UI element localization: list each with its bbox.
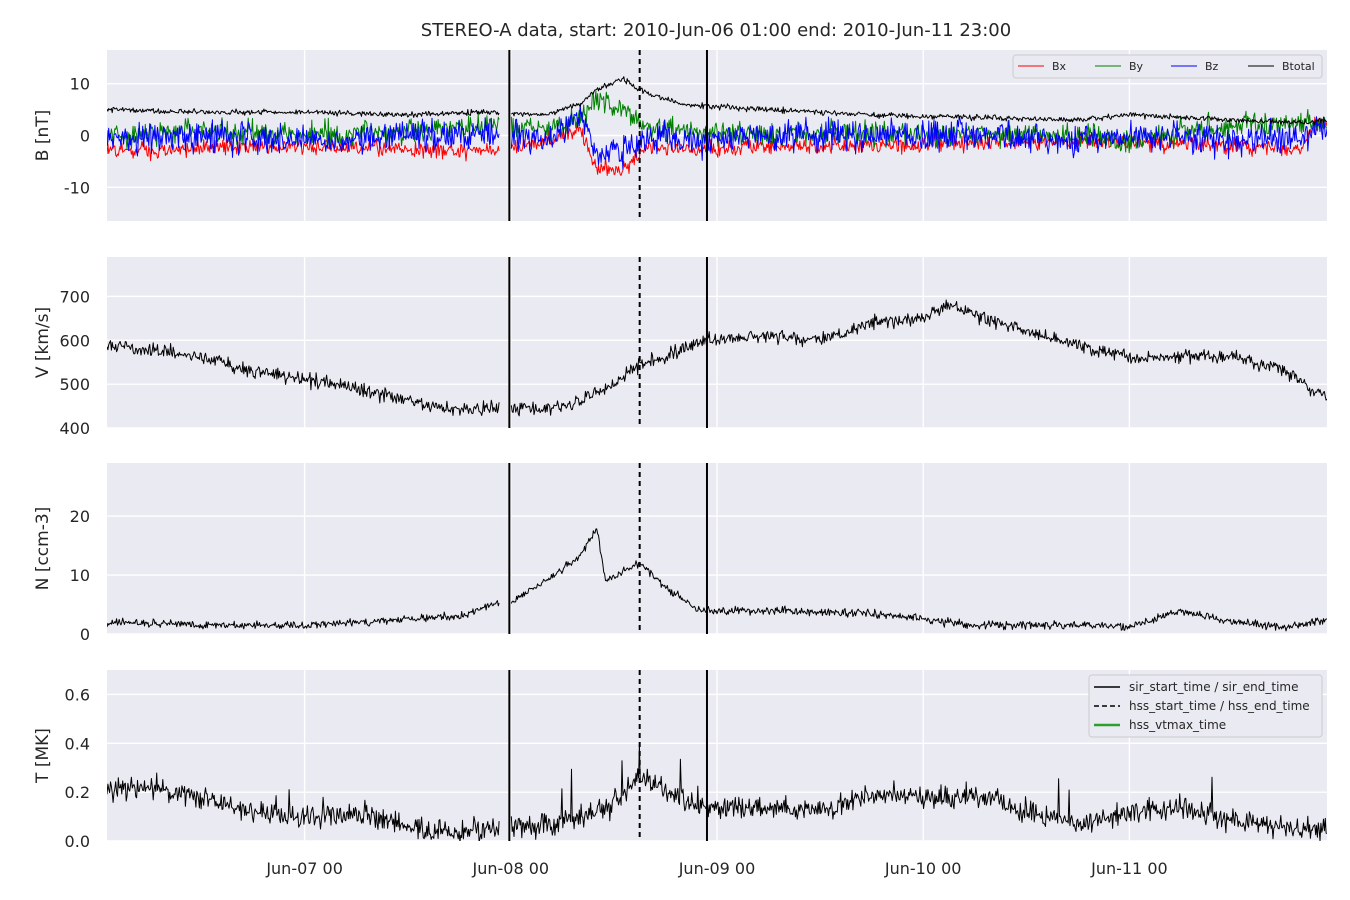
legend-t-label-1: hss_start_time / hss_end_time [1129, 699, 1310, 713]
panel-B-series-Btotal [107, 76, 1327, 125]
panel-V-ytick-label-2: 500 [59, 375, 90, 394]
panel-T-ytick-label-1: 0.4 [65, 734, 90, 753]
x-tick-label-4: Jun-11 00 [1090, 859, 1168, 878]
legend-t-events: sir_start_time / sir_end_time hss_start_t… [1088, 674, 1323, 738]
panel-V-ylabel: V [km/s] [33, 307, 53, 378]
panel-V-ytick-label-3: 400 [59, 419, 90, 438]
panel-N-series-group [107, 528, 1327, 632]
panel-N-ytick-label-1: 10 [70, 566, 90, 585]
panel-N-ytick-label-2: 0 [80, 625, 90, 644]
legend-b-components: Bx By Bz Btotal [1012, 54, 1323, 79]
panel-B-series-Bz [107, 103, 1327, 170]
panel-T-series-T [107, 743, 1327, 841]
legend-b-frame [1012, 54, 1323, 79]
x-axis-ticks: Jun-07 00 Jun-08 00 Jun-09 00 Jun-10 00 Jun-… [265, 859, 1167, 878]
panel-T: 0.6 0.4 0.2 0.0 T [MK] sir_start_time / sir_e… [33, 670, 1327, 851]
panel-B-ytick-label-0: 10 [70, 75, 90, 94]
panel-T-ytick-label-2: 0.2 [65, 783, 90, 802]
panel-N-series-N [107, 528, 1327, 632]
panel-T-ytick-label-3: 0.0 [65, 832, 90, 851]
panel-N-ytick-label-0: 20 [70, 507, 90, 526]
legend-t-frame [1088, 674, 1323, 738]
legend-t-label-0: sir_start_time / sir_end_time [1129, 680, 1299, 694]
panel-B: 10 0 -10 B [nT] Bx By Bz Btotal [33, 50, 1327, 221]
panel-N-ylabel: N [ccm-3] [33, 507, 53, 591]
panel-B-series-group [107, 76, 1327, 176]
panel-B-ytick-label-2: -10 [64, 178, 90, 197]
legend-b-label-Bz: Bz [1205, 60, 1219, 73]
panel-V-ytick-label-1: 600 [59, 331, 90, 350]
legend-b-label-Bx: Bx [1052, 60, 1067, 73]
panels-group: 10 0 -10 B [nT] Bx By Bz Btotal 700 600 500 400 V [k… [33, 50, 1327, 851]
legend-b-label-Btotal: Btotal [1282, 60, 1315, 73]
x-tick-label-3: Jun-10 00 [884, 859, 962, 878]
legend-b-label-By: By [1129, 60, 1144, 73]
panel-B-ylabel: B [nT] [33, 110, 53, 162]
x-tick-label-0: Jun-07 00 [265, 859, 343, 878]
chart-title: STEREO-A data, start: 2010-Jun-06 01:00 … [421, 20, 1011, 41]
x-tick-label-2: Jun-09 00 [678, 859, 756, 878]
panel-B-ytick-label-1: 0 [80, 127, 90, 146]
panel-N: 20 10 0 N [ccm-3] [33, 463, 1327, 644]
panel-V-ytick-label-0: 700 [59, 287, 90, 306]
x-tick-label-1: Jun-08 00 [472, 859, 550, 878]
panel-V-series-V [107, 299, 1327, 417]
legend-t-label-2: hss_vtmax_time [1129, 718, 1226, 732]
panel-T-ytick-label-0: 0.6 [65, 685, 90, 704]
panel-V-series-group [107, 299, 1327, 417]
panel-T-ylabel: T [MK] [33, 728, 53, 784]
panel-V: 700 600 500 400 V [km/s] [33, 257, 1327, 438]
panel-T-series-group [107, 743, 1327, 841]
